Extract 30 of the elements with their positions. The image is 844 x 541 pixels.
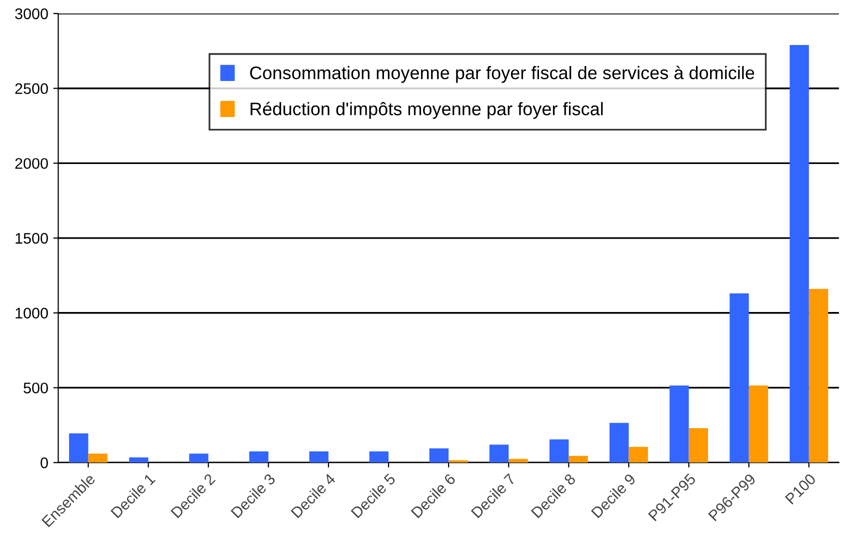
y-tick-label: 0 <box>40 457 48 468</box>
bar <box>549 439 569 463</box>
y-tick-label: 1000 <box>16 308 48 319</box>
bar <box>189 454 208 463</box>
bar <box>628 446 648 463</box>
y-tick-label: 500 <box>24 382 48 394</box>
bar <box>688 428 708 463</box>
bar <box>429 448 449 463</box>
bar <box>129 457 148 463</box>
legend-label: Réduction d'impôts moyenne par foyer fiscal <box>250 102 603 119</box>
bar <box>369 451 389 463</box>
bar <box>808 288 828 463</box>
y-tick-label: 2500 <box>15 83 48 94</box>
bar <box>610 422 629 463</box>
bar <box>249 451 268 463</box>
bar <box>309 451 328 463</box>
y-tick-label: 1500 <box>16 232 48 244</box>
bar <box>508 458 528 463</box>
bar <box>568 456 588 463</box>
bar <box>69 433 88 463</box>
y-tick-label: 3000 <box>15 8 48 20</box>
bar <box>88 454 108 463</box>
bar <box>489 444 509 463</box>
bar <box>448 460 468 463</box>
bar <box>790 44 809 463</box>
bar <box>748 385 768 463</box>
legend-label: Consommation moyenne par foyer fiscal de services à domicile <box>250 66 754 83</box>
y-tick-label: 2000 <box>15 158 48 169</box>
bar <box>670 385 689 463</box>
bar <box>730 293 749 463</box>
